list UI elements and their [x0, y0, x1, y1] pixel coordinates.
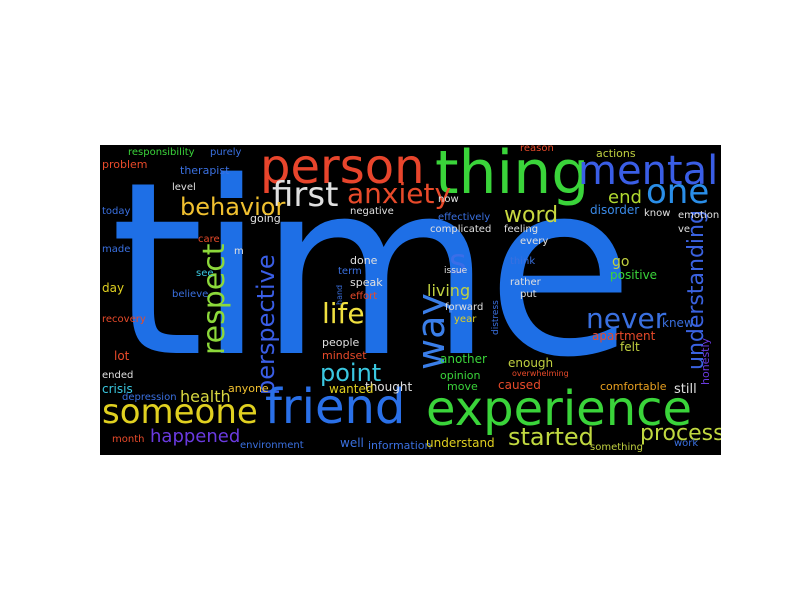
word-reason: reason [520, 145, 554, 154]
word-emotion: emotion [678, 210, 720, 221]
word-end: end [608, 187, 642, 208]
word-comfortable: comfortable [600, 380, 667, 393]
word-feeling: feeling [504, 224, 539, 235]
word-enough: enough [508, 356, 554, 370]
word-go: go [612, 254, 630, 270]
word-forward: forward [445, 302, 484, 313]
word-rather: rather [510, 277, 541, 288]
word-disorder: disorder [590, 203, 640, 217]
word-health: health [180, 387, 231, 406]
word-honestly: honestly [699, 337, 712, 385]
word-positive: positive [610, 268, 658, 282]
word-process: process [640, 421, 721, 446]
word-see: see [196, 268, 214, 279]
word-happened: happened [150, 426, 241, 447]
word-time: time [110, 145, 634, 410]
word-still: still [674, 382, 697, 397]
word-term: term [338, 266, 362, 277]
word-effort: effort [350, 291, 378, 302]
word-person: person [260, 145, 425, 195]
word-wanted: wanted [329, 382, 374, 396]
word-therapist: therapist [180, 164, 230, 177]
word-life: life [322, 297, 365, 330]
word-another: another [440, 352, 487, 366]
word-friend: friend [265, 379, 406, 435]
word-every: every [520, 236, 549, 247]
word-actions: actions [596, 147, 636, 160]
word-ended: ended [102, 370, 134, 381]
word-level: level [172, 182, 196, 193]
word-anxiety: anxiety [347, 177, 452, 210]
word-thing: thing [435, 145, 590, 208]
word-experience: experience [426, 381, 693, 437]
word-now: now [438, 194, 459, 205]
word-living: living [427, 281, 471, 300]
word-negative: negative [350, 206, 394, 217]
word-issue: issue [444, 266, 468, 276]
word-perspective: perspective [252, 254, 280, 395]
word-month: month [112, 434, 145, 445]
word-thought: thought [365, 380, 413, 394]
word-made: made [102, 244, 131, 255]
word-think: think [510, 256, 536, 267]
word-first: first [272, 175, 339, 215]
word-work: work [674, 438, 699, 449]
word-lot: lot [114, 349, 130, 363]
word-crisis: crisis [102, 382, 133, 396]
word-caused: caused [498, 378, 541, 392]
word-knew: knew [662, 316, 694, 330]
word-cloud: time person thing mental one first anxie… [100, 145, 721, 455]
word-responsibility: responsibility [128, 147, 195, 158]
word-done: done [350, 254, 378, 267]
word-understand: understand [426, 436, 495, 450]
word-information: information [368, 439, 432, 452]
word-believe: believe [172, 289, 209, 300]
word-point: point [320, 359, 382, 387]
word-well: well [340, 436, 364, 450]
word-something: something [590, 442, 643, 453]
word-purely: purely [210, 147, 242, 158]
word-recovery: recovery [102, 314, 146, 325]
word-depression: depression [122, 392, 177, 403]
word-started: started [508, 423, 594, 451]
word-move: move [447, 380, 478, 393]
word-someone: someone [102, 392, 258, 432]
word-overwhelming: overwhelming [512, 369, 569, 378]
word-speak: speak [350, 276, 383, 289]
word-complicated: complicated [430, 224, 492, 235]
word-behavior: behavior [180, 193, 286, 221]
word-opinion: opinion [440, 369, 481, 382]
word-m: m [234, 246, 244, 257]
word-mental: mental [578, 148, 719, 194]
word-people: people [322, 336, 360, 349]
word-never: never [586, 302, 667, 335]
word-going: going [250, 212, 281, 225]
word-s: s [449, 242, 467, 282]
word-put: put [520, 289, 537, 300]
word-mindset: mindset [322, 349, 367, 362]
word-ve: ve [678, 224, 691, 235]
word-problem: problem [102, 158, 148, 171]
word-year: year [454, 314, 477, 325]
word-word: word [504, 203, 559, 228]
word-environment: environment [240, 440, 304, 451]
word-care: care [198, 234, 220, 245]
word-apartment: apartment [592, 329, 656, 343]
word-day: day [102, 281, 125, 295]
word-one: one [646, 172, 710, 212]
word-anyone: anyone [228, 382, 269, 395]
word-effectively: effectively [438, 212, 491, 223]
word-hand: hand [335, 284, 344, 305]
word-know: know [644, 208, 671, 219]
word-distress: distress [491, 300, 501, 335]
word-today: today [102, 206, 131, 217]
word-felt: felt [620, 340, 640, 354]
